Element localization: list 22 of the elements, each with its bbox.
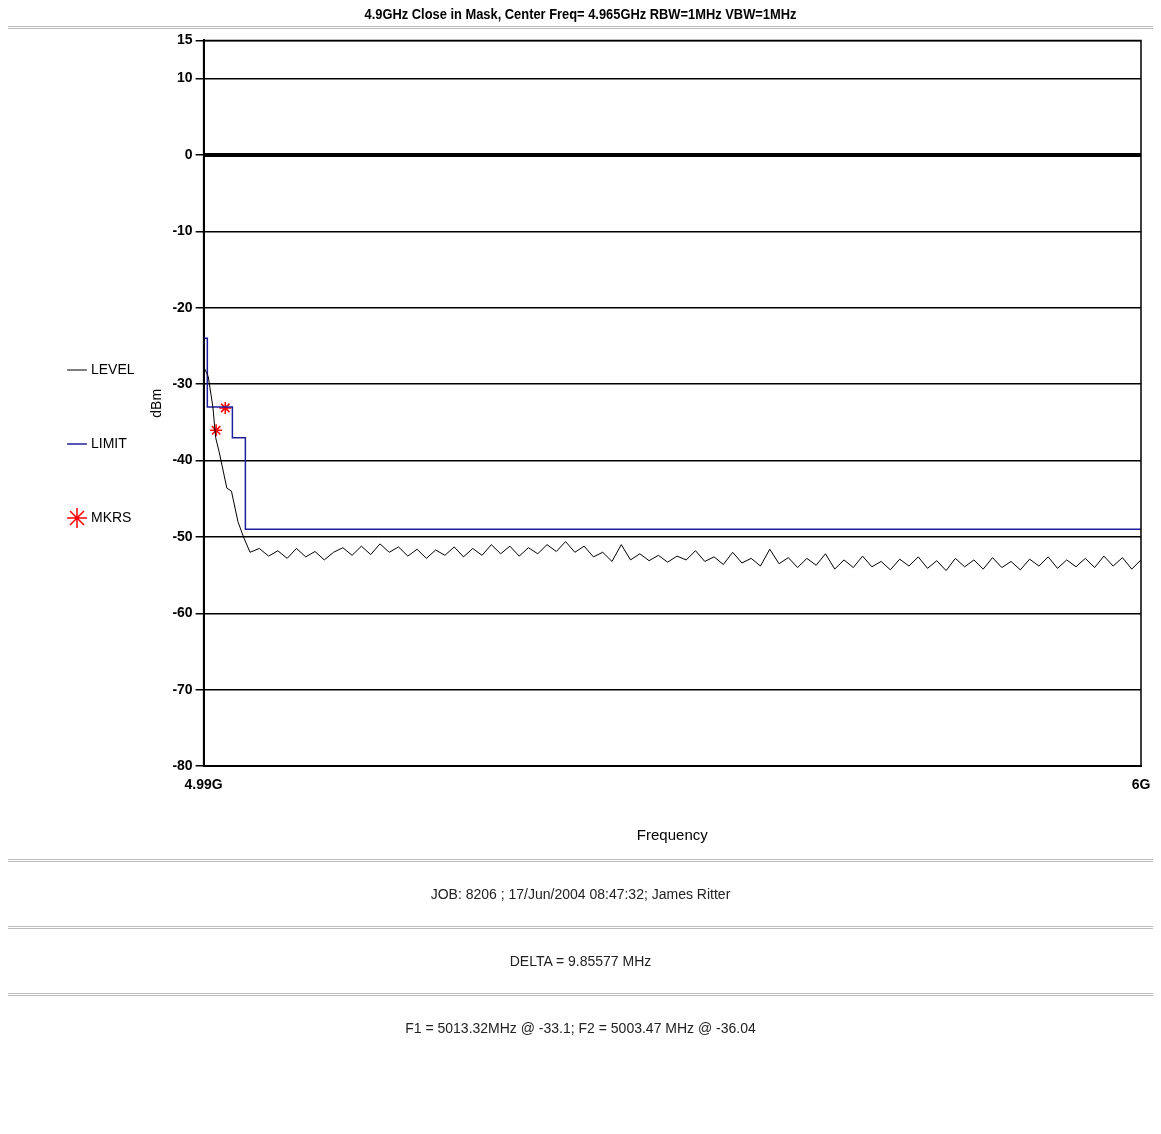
y-tick-label: -20 bbox=[172, 298, 193, 315]
y-tick-label: 10 bbox=[177, 69, 193, 86]
text: F1 = 5013.32MHz @ -33.1; F2 = 5003.47 MHz @ -36.04 bbox=[404, 1019, 757, 1038]
legend-label: LEVEL bbox=[91, 360, 135, 377]
x-tick-label: 6G bbox=[1131, 776, 1151, 793]
y-tick-label: -50 bbox=[172, 527, 193, 544]
y-tick-label: -30 bbox=[172, 375, 193, 392]
y-tick-label: -40 bbox=[172, 451, 193, 468]
legend-label: MKRS bbox=[91, 508, 132, 525]
y-tick-label: -10 bbox=[172, 222, 193, 239]
y-tick-label: 0 bbox=[184, 145, 193, 162]
y-tick-label: -80 bbox=[172, 757, 193, 774]
x-axis-title: Frequency bbox=[636, 826, 709, 844]
y-tick-label: -60 bbox=[172, 604, 193, 621]
text: JOB: 8206 ; 17/Jun/2004 08:47:32; James Ritter bbox=[429, 885, 732, 904]
chart-title: 4.9GHz Close in Mask, Center Freq= 4.965GHz RBW=1MHz VBW=1MHz bbox=[363, 5, 798, 24]
text: DELTA = 9.85577 MHz bbox=[508, 952, 653, 971]
x-tick-label: 4.99G bbox=[184, 776, 223, 793]
y-tick-label: -70 bbox=[172, 680, 193, 697]
y-tick-label: 15 bbox=[177, 31, 193, 48]
y-axis-title: dBm bbox=[147, 388, 164, 418]
legend-label: LIMIT bbox=[91, 434, 128, 451]
